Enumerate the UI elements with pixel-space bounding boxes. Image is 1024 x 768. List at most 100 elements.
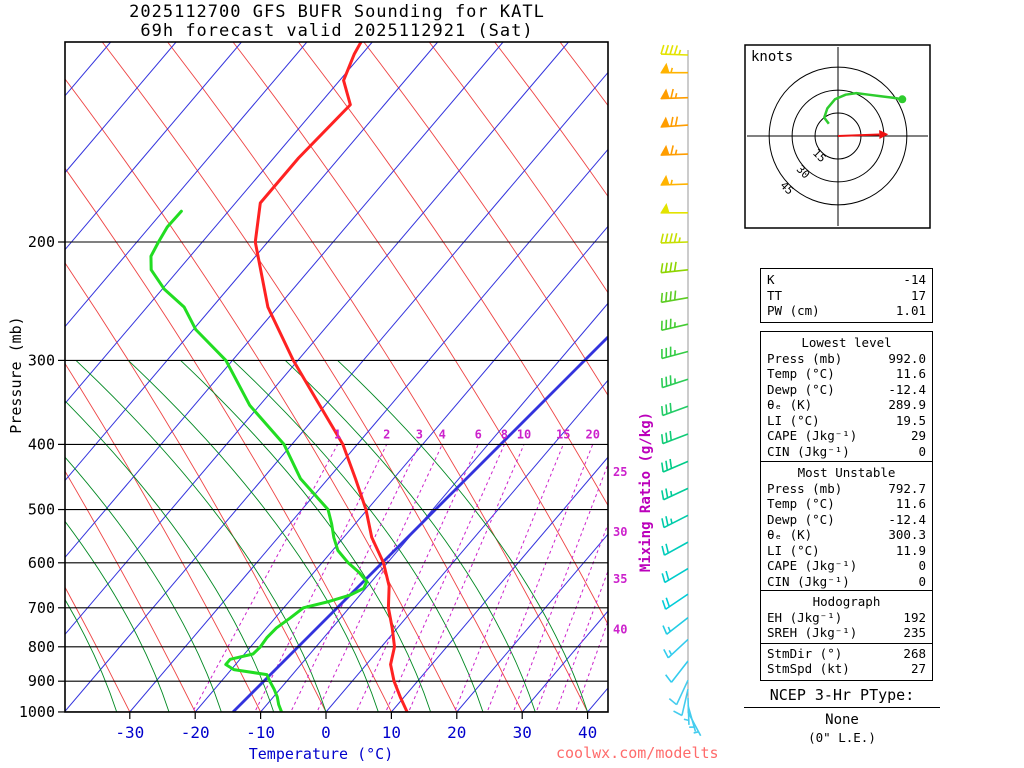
temperature-trace (253, 42, 409, 712)
wind-barb (661, 375, 689, 389)
temperature-tick-label: 20 (447, 723, 466, 742)
pressure-axis-label: Pressure (mb) (7, 316, 25, 434)
hodograph-ring (768, 66, 908, 206)
index-row: LI (°C) 19.5 (761, 413, 932, 429)
index-row: Dewp (°C) -12.4 (761, 512, 932, 528)
index-label: CIN (Jkg⁻¹) (767, 573, 850, 589)
index-value: 192 (903, 609, 926, 625)
index-label: CAPE (Jkg⁻¹) (767, 558, 858, 573)
index-value: 992.0 (888, 350, 926, 366)
pressure-tick-label: 300 (28, 351, 55, 369)
wind-barb (683, 697, 690, 725)
index-label: CIN (Jkg⁻¹) (767, 443, 850, 459)
wind-barb (661, 458, 689, 473)
watermark: coolwx.com/modelts (556, 744, 719, 762)
wind-barb (661, 430, 689, 445)
index-row: CAPE (Jkg⁻¹) 29 (761, 428, 932, 444)
index-label: TT (767, 287, 783, 303)
index-row: Temp (°C) 11.6 (761, 366, 932, 382)
wind-barb (673, 689, 689, 717)
wind-barb (660, 290, 689, 304)
wind-barb (661, 514, 689, 529)
thick-isotherm-line (232, 336, 608, 712)
index-row: Temp (°C) 11.6 (761, 496, 932, 512)
wind-barb (660, 116, 689, 128)
index-label: LI (°C) (767, 412, 820, 428)
indices-panel-hodograph-box: Hodograph EH (Jkg⁻¹) 192 SREH (Jkg⁻¹) 235 Stm… (760, 590, 933, 681)
wind-barb (668, 679, 689, 706)
index-value: 11.6 (895, 496, 926, 511)
mixing-ratio-value-label: 15 (556, 427, 570, 441)
indices-panel-lowest-level: Lowest level Press (mb) 992.0 Temp (°C) 11.6… (760, 331, 933, 463)
temperature-tick-label: 0 (321, 723, 331, 742)
index-label: Press (mb) (767, 480, 843, 496)
index-row: StmDir (°) 268 (761, 642, 932, 662)
pressure-tick-label: 400 (28, 435, 55, 453)
index-label: LI (°C) (767, 542, 820, 558)
storm-motion-vector (837, 133, 880, 137)
temperature-tick-label: -20 (181, 723, 210, 742)
pressure-tick-label: 600 (28, 554, 55, 572)
index-value: 19.5 (895, 412, 926, 428)
dry-adiabat-lines (65, 42, 608, 712)
index-row: K -14 (761, 272, 932, 288)
index-value: 300.3 (888, 527, 926, 542)
index-row: LI (°C) 11.9 (761, 543, 932, 559)
mixing-ratio-value-label: 25 (613, 465, 627, 479)
index-label: CAPE (Jkg⁻¹) (767, 428, 858, 443)
wind-barb (660, 144, 689, 156)
index-label: Dewp (°C) (767, 381, 835, 397)
wind-barb (665, 660, 689, 683)
index-row: Dewp (°C) -12.4 (761, 382, 932, 398)
index-value: 27 (910, 661, 926, 676)
temperature-axis-label: Temperature (°C) (248, 745, 394, 763)
pressure-tick-label: 800 (28, 638, 55, 656)
indices-panel-most-unstable: Most Unstable Press (mb) 792.7 Temp (°C) 11.… (760, 461, 933, 593)
index-row: SREH (Jkg⁻¹) 235 (761, 625, 932, 641)
index-label: θₑ (K) (767, 527, 813, 542)
wind-barb (660, 318, 689, 332)
ptype-value: None (825, 712, 859, 728)
wind-barb (663, 638, 689, 659)
index-label: θₑ (K) (767, 397, 813, 412)
index-label: StmSpd (kt) (767, 661, 850, 676)
index-row: PW (cm) 1.01 (761, 303, 932, 319)
ptype-note: (0" L.E.) (808, 730, 876, 745)
pressure-gridlines (65, 241, 608, 712)
wind-barb (660, 88, 689, 100)
mixing-ratio-value-label: 10 (517, 427, 531, 441)
index-row: CIN (Jkg⁻¹) 0 (761, 444, 932, 460)
ptype-header: NCEP 3-Hr PType: (744, 686, 940, 708)
pressure-tick-label: 500 (28, 501, 55, 519)
temperature-tick-label: -30 (115, 723, 144, 742)
mixing-ratio-value-label: 3 (416, 427, 423, 441)
index-row: Press (mb) 792.7 (761, 481, 932, 497)
index-value: -14 (903, 272, 926, 287)
wind-barb (660, 233, 689, 244)
index-label: K (767, 272, 775, 287)
mixing-ratio-value-label: 4 (439, 427, 446, 441)
pressure-tick-label: 700 (28, 599, 55, 617)
wind-barb (661, 402, 689, 417)
moist-adiabat-lines (65, 360, 589, 712)
index-label: Temp (°C) (767, 496, 835, 511)
index-value: 0 (918, 443, 926, 459)
index-value: 17 (910, 287, 926, 303)
indices-panel-header: Lowest level (801, 335, 892, 350)
mixing-ratio-value-label: 40 (613, 623, 627, 637)
hodograph-trace-endpoint (898, 95, 907, 104)
indices-panel-header: Hodograph (812, 594, 881, 609)
mixing-ratio-value-label: 35 (613, 572, 627, 586)
temperature-tick-label: 30 (513, 723, 532, 742)
hodograph-trace (822, 91, 903, 125)
indices-panel-header: Most Unstable (797, 465, 896, 480)
index-value: 235 (903, 625, 926, 640)
index-label: PW (cm) (767, 303, 820, 318)
isotherm-lines (65, 42, 608, 712)
index-label: Press (mb) (767, 350, 843, 366)
pressure-tick-label: 1000 (19, 703, 55, 721)
index-row: Press (mb) 992.0 (761, 351, 932, 367)
index-value: 792.7 (888, 480, 926, 496)
wind-barb (661, 593, 689, 610)
